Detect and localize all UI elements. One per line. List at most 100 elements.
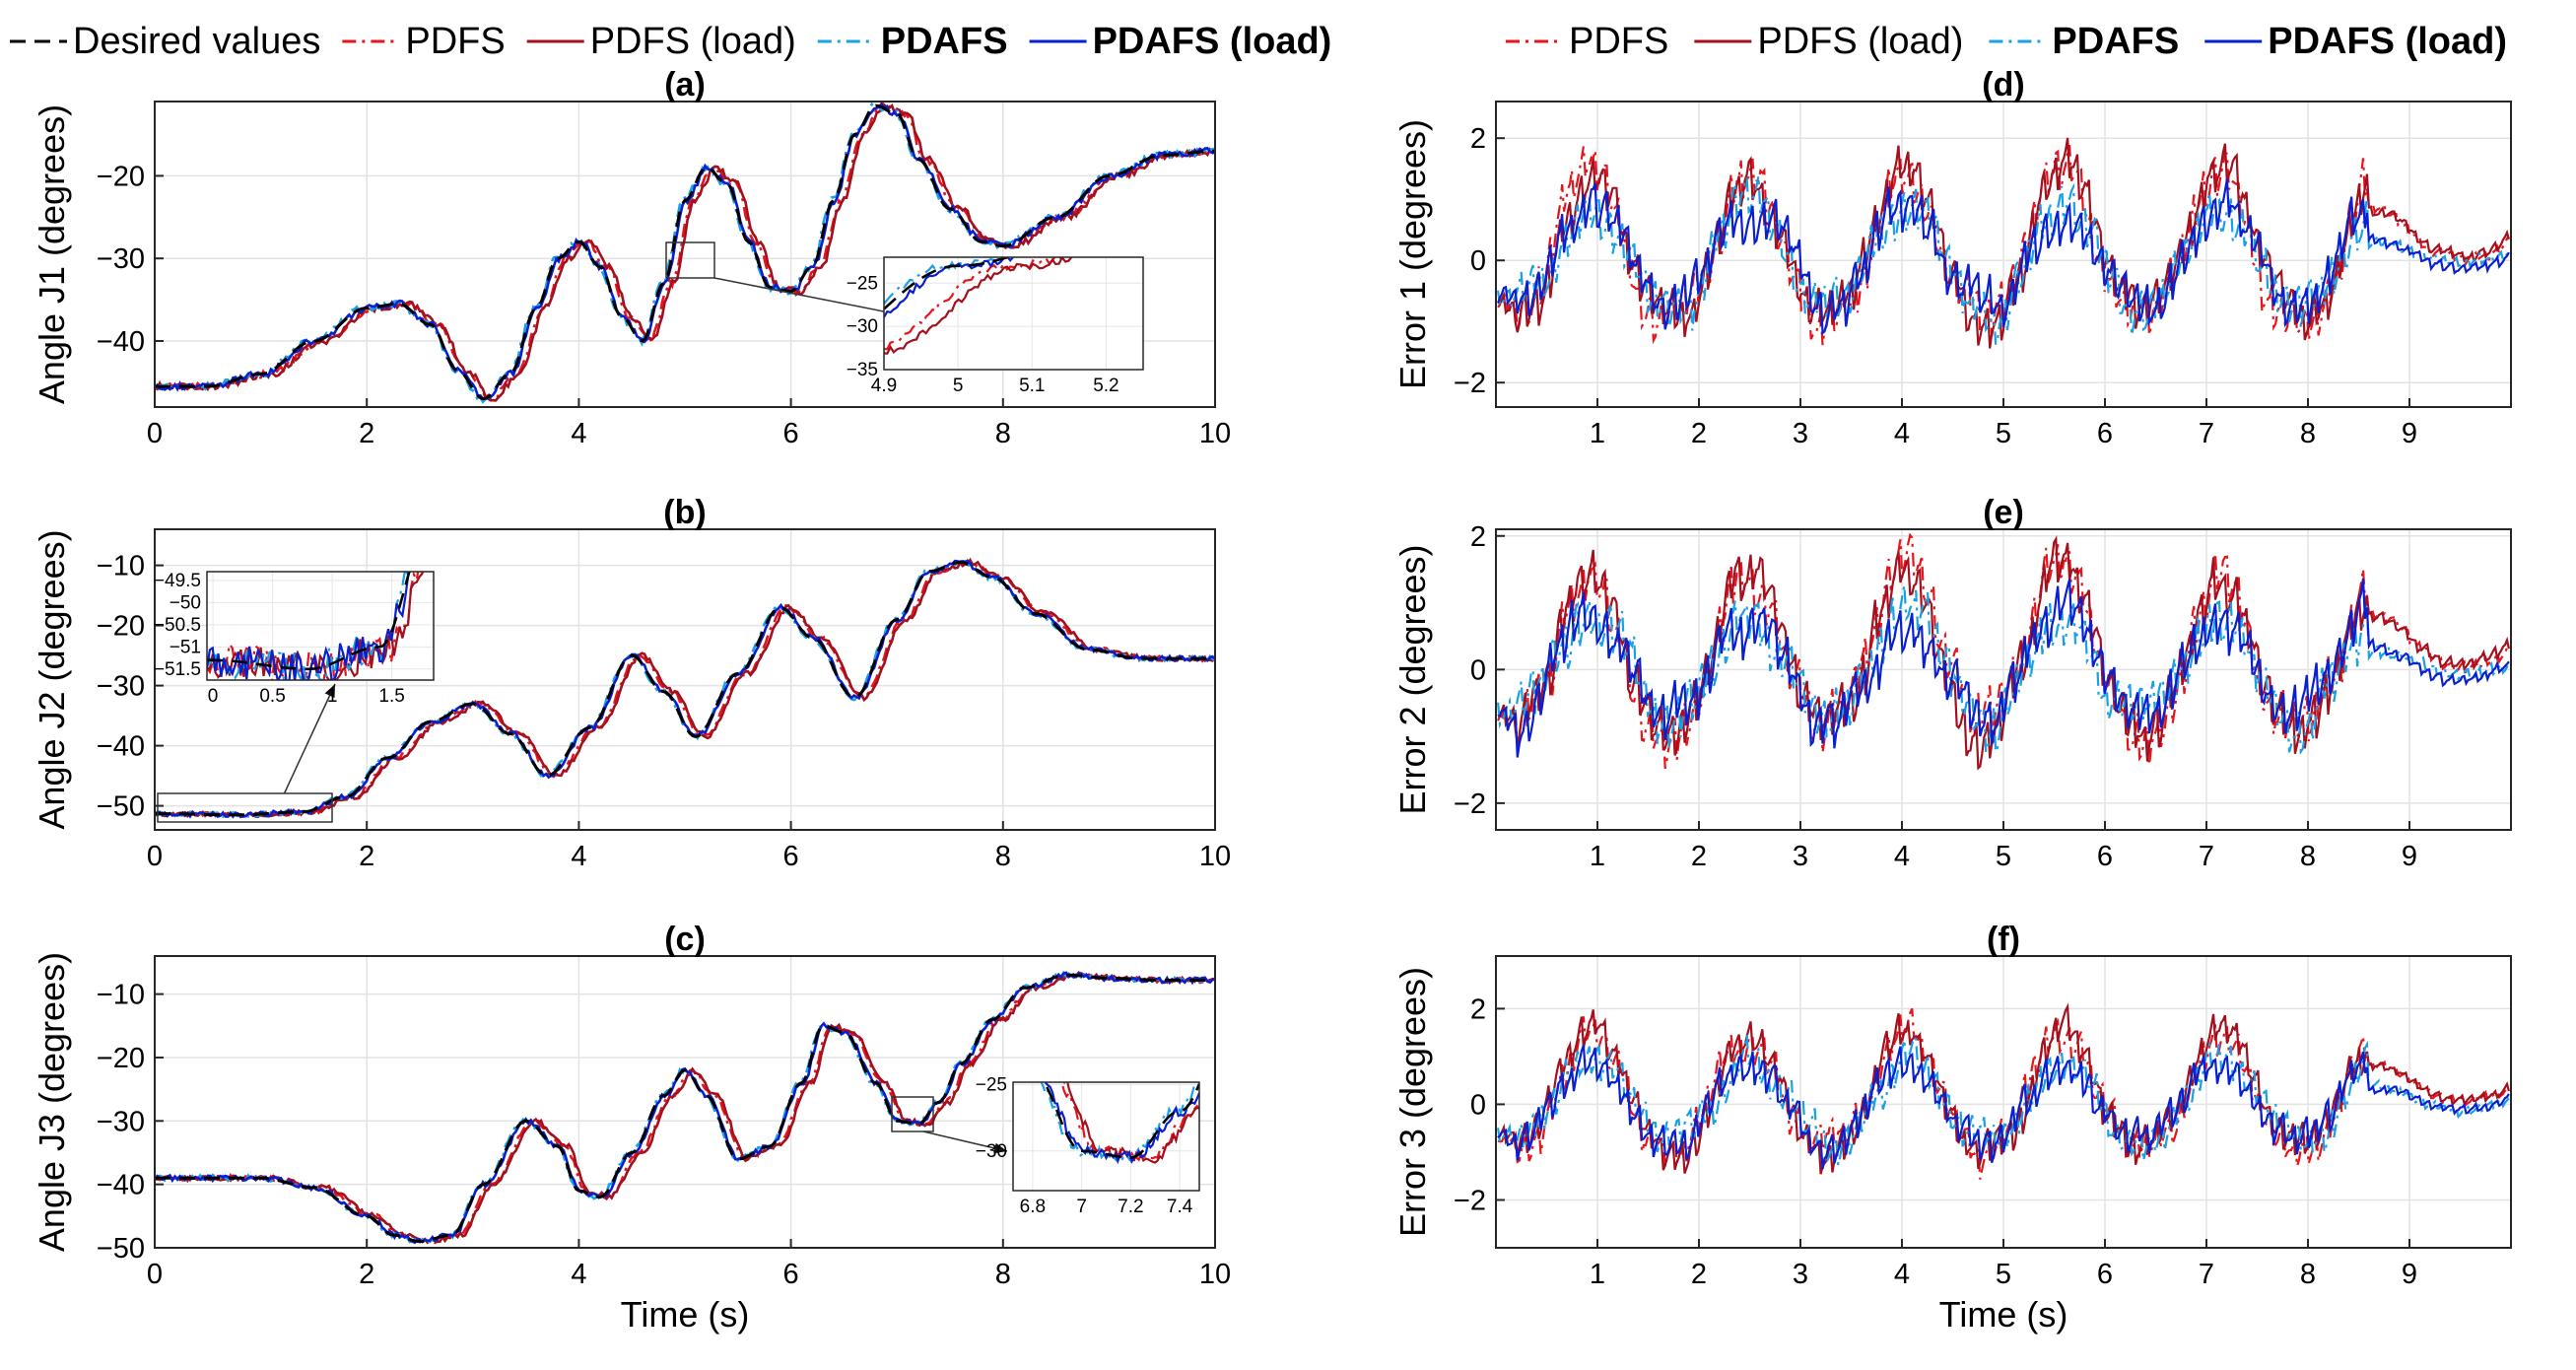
chart-panel-b: 0 2 4 6 8 10−50−40−30−20−10(b)Angle J2 (degre… bbox=[32, 494, 1231, 872]
y-tick-label: −30 bbox=[97, 243, 145, 275]
inset-x-tick-label: 5.2 bbox=[1093, 376, 1119, 396]
legend-label: PDAFS (load) bbox=[1093, 21, 1332, 62]
zoom-region-box bbox=[157, 792, 333, 823]
y-tick-label: 0 bbox=[1470, 1089, 1486, 1121]
inset-y-tick-label: −25 bbox=[976, 1075, 1007, 1096]
x-tick-label: 6 bbox=[783, 1259, 799, 1290]
y-tick-label: 2 bbox=[1470, 993, 1486, 1025]
y-tick-label: −10 bbox=[97, 980, 145, 1011]
inset-x-tick-label: 5.1 bbox=[1019, 376, 1045, 396]
inset-y-tick-label: −50.5 bbox=[154, 615, 201, 636]
inset-series-pdfs bbox=[1059, 1082, 1199, 1162]
legend-label: PDAFS bbox=[881, 21, 1008, 62]
y-axis-label: Angle J1 (degrees) bbox=[32, 104, 72, 404]
inset-zoom: 4.9 5 5.1 5.2 −35 −30 −25 bbox=[665, 241, 1144, 396]
y-tick-label: 2 bbox=[1470, 123, 1486, 155]
inset-x-tick-label: 1 bbox=[327, 686, 338, 707]
x-tick-label: 8 bbox=[995, 1259, 1011, 1290]
x-tick-label: 0 bbox=[147, 841, 163, 872]
series-line-pdafs_load bbox=[1497, 178, 2510, 336]
y-tick-label: −2 bbox=[1454, 1185, 1486, 1216]
x-tick-label: 1 bbox=[1590, 841, 1605, 872]
inset-series-pdafs bbox=[1040, 1082, 1199, 1164]
zoom-connector bbox=[922, 1130, 1008, 1152]
x-tick-label: 6 bbox=[2097, 1259, 2113, 1290]
y-tick-label: −2 bbox=[1454, 368, 1486, 399]
inset-x-tick-label: 4.9 bbox=[871, 376, 897, 396]
zoom-region-box bbox=[665, 241, 715, 279]
panel-title: (f) bbox=[1987, 921, 2020, 958]
inset-x-tick-label: 0.5 bbox=[259, 686, 285, 707]
inset-y-tick-label: −50 bbox=[169, 592, 201, 613]
inset-zoom: 0 0.5 1 1.5 −49.5−50−50.5−51−51.5 bbox=[154, 571, 435, 823]
legend: PDFS PDFS (load) PDAFS PDAFS (load) bbox=[1506, 21, 2507, 62]
y-tick-label: −20 bbox=[97, 611, 145, 643]
chart-panel-c: 0 2 4 6 8 10 −50 −40 −30 −20 −10 (c) Angle J3 (degre… bbox=[32, 921, 1231, 1335]
legend-item: PDAFS bbox=[1989, 21, 2179, 62]
legend-item: PDAFS (load) bbox=[2204, 21, 2507, 62]
inset-y-tick-label: −51.5 bbox=[154, 659, 201, 680]
x-tick-label: 4 bbox=[1894, 841, 1910, 872]
y-tick-label: −50 bbox=[97, 791, 145, 823]
series-line-pdfs_load bbox=[1497, 137, 2510, 349]
series-line-pdfs_load bbox=[155, 103, 1215, 402]
y-tick-label: 0 bbox=[1470, 654, 1486, 686]
inset-y-tick-label: −35 bbox=[847, 360, 878, 380]
x-tick-label: 1 bbox=[1590, 418, 1605, 449]
x-tick-label: 9 bbox=[2402, 418, 2417, 449]
x-tick-label: 8 bbox=[995, 841, 1011, 872]
inset-series-pdafs_load bbox=[1044, 1082, 1199, 1165]
legend-label: PDFS bbox=[405, 21, 505, 62]
x-tick-label: 8 bbox=[2300, 418, 2316, 449]
legend-label: PDAFS (load) bbox=[2268, 21, 2507, 62]
x-tick-label: 5 bbox=[1996, 418, 2011, 449]
x-tick-label: 7 bbox=[2199, 1259, 2214, 1290]
arrow-head-icon bbox=[993, 1142, 1007, 1154]
inset-background bbox=[1013, 1082, 1199, 1191]
x-tick-label: 7 bbox=[2199, 418, 2214, 449]
x-tick-label: 9 bbox=[2402, 1259, 2417, 1290]
inset-y-tick-label: −25 bbox=[847, 273, 878, 294]
plot-area bbox=[1497, 532, 2510, 771]
x-tick-label: 6 bbox=[783, 841, 799, 872]
inset-x-tick-label: 6.8 bbox=[1020, 1197, 1046, 1217]
series-line-desired bbox=[155, 103, 1215, 401]
x-tick-label: 2 bbox=[359, 841, 374, 872]
axes-frame bbox=[154, 101, 1216, 408]
legend-item: PDFS (load) bbox=[1694, 21, 1963, 62]
plot-area bbox=[1497, 137, 2510, 349]
panel-title: (e) bbox=[1983, 494, 2024, 531]
x-tick-label: 8 bbox=[2300, 1259, 2316, 1290]
series-line-pdfs_load bbox=[1497, 535, 2510, 771]
inset-background bbox=[884, 257, 1143, 370]
legend-item: PDAFS bbox=[817, 21, 1008, 62]
chart-panel-f: 1 2 3 4 5 6 7 8 9 −2 0 2 (f) Error 3 (degrees) Time (s… bbox=[1392, 921, 2512, 1335]
x-tick-label: 4 bbox=[571, 418, 586, 449]
y-tick-label: −10 bbox=[97, 551, 145, 582]
panel-title: (a) bbox=[664, 66, 706, 103]
x-axis-label: Time (s) bbox=[1939, 1294, 2068, 1335]
inset-zoom: 6.8 7 7.2 7.4 −30 −25 bbox=[891, 1075, 1200, 1217]
inset-series-pdafs bbox=[884, 257, 1007, 305]
legend-item: PDFS bbox=[1506, 21, 1668, 62]
y-axis-label: Angle J2 (degrees) bbox=[32, 529, 72, 829]
inset-series-pdfs_load bbox=[884, 257, 1086, 355]
x-tick-label: 10 bbox=[1199, 418, 1231, 449]
series-line-desired bbox=[155, 973, 1215, 1244]
x-tick-label: 6 bbox=[2097, 841, 2113, 872]
x-tick-label: 8 bbox=[2300, 841, 2316, 872]
x-tick-label: 7 bbox=[2199, 841, 2214, 872]
chart-panel-d: 1 2 3 4 5 6 7 8 9 −2 0 2 (d) Error 1 (degrees) bbox=[1392, 66, 2512, 449]
inset-x-tick-label: 5 bbox=[953, 376, 964, 396]
x-tick-label: 2 bbox=[1691, 418, 1707, 449]
inset-x-tick-label: 7.2 bbox=[1118, 1197, 1143, 1217]
x-tick-label: 4 bbox=[571, 1259, 586, 1290]
inset-x-tick-label: 7.4 bbox=[1167, 1197, 1193, 1217]
inset-y-tick-label: −51 bbox=[169, 637, 201, 657]
inset-series-desired bbox=[1043, 1082, 1199, 1159]
inset-y-tick-label: −49.5 bbox=[154, 571, 201, 591]
chart-panel-a: 0 2 4 6 8 10 −40 −30 −20 (a) Angle J1 (degrees) 4.9… bbox=[32, 66, 1231, 449]
x-tick-label: 2 bbox=[1691, 1259, 1707, 1290]
x-tick-label: 4 bbox=[571, 841, 586, 872]
x-tick-label: 4 bbox=[1894, 1259, 1910, 1290]
